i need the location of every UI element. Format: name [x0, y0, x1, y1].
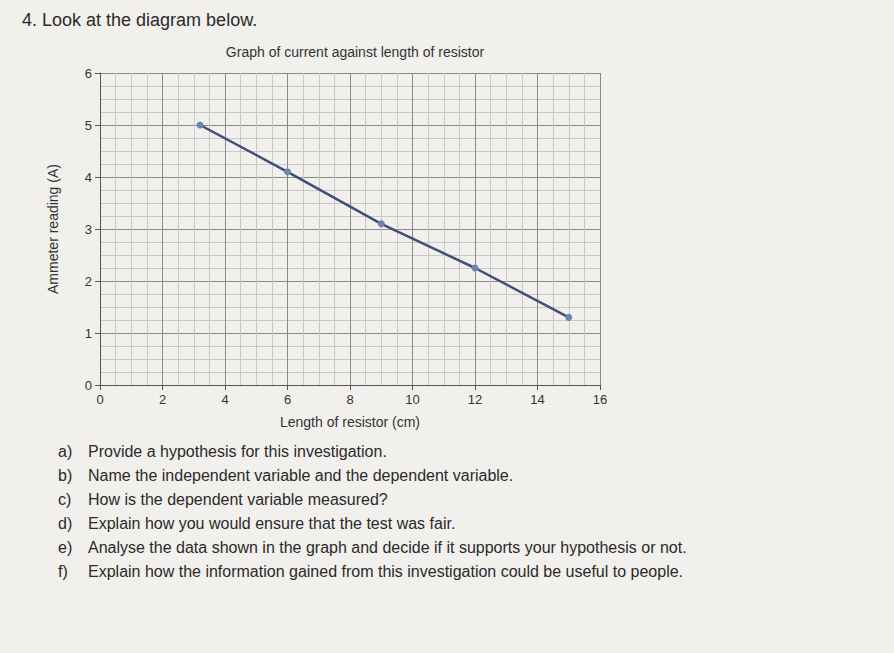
svg-text:0: 0	[96, 392, 103, 407]
svg-text:8: 8	[346, 392, 353, 407]
svg-text:10: 10	[405, 392, 419, 407]
html-text:b): b)	[58, 467, 73, 484]
html-text:c): c)	[58, 491, 72, 508]
html-text:Explain how the information ga: Explain how the information gained from …	[88, 563, 683, 580]
html-text:e): e)	[58, 539, 73, 556]
html-text:Explain how you would ensure t: Explain how you would ensure that the te…	[88, 515, 456, 532]
html-text:Analyse the data shown in the: Analyse the data shown in the graph and …	[88, 539, 687, 556]
html-text:4. Look at the diagram below.: 4. Look at the diagram below.	[22, 10, 258, 30]
svg-text:Ammeter reading (A): Ammeter reading (A)	[45, 164, 61, 294]
svg-text:Length of resistor (cm): Length of resistor (cm)	[280, 414, 420, 430]
svg-text:4: 4	[85, 170, 92, 185]
svg-text:14: 14	[530, 392, 544, 407]
svg-text:16: 16	[593, 392, 607, 407]
html-text:f): f)	[58, 563, 68, 580]
svg-text:12: 12	[468, 392, 482, 407]
svg-text:2: 2	[85, 274, 92, 289]
svg-text:6: 6	[284, 392, 291, 407]
svg-text:5: 5	[85, 118, 92, 133]
svg-text:4: 4	[221, 392, 228, 407]
html-text:Provide a hypothesis for this: Provide a hypothesis for this investigat…	[88, 443, 387, 460]
html-text:a): a)	[58, 443, 73, 460]
svg-text:1: 1	[85, 326, 92, 341]
svg-text:3: 3	[85, 222, 92, 237]
svg-text:6: 6	[85, 66, 92, 81]
html-text:How is the dependent variable: How is the dependent variable measured?	[88, 491, 388, 508]
svg-text:2: 2	[159, 392, 166, 407]
svg-text:Graph of current against lengt: Graph of current against length of resis…	[226, 44, 485, 60]
html-text:d): d)	[58, 515, 73, 532]
svg-text:0: 0	[85, 378, 92, 393]
html-text:Name the independent variable: Name the independent variable and the de…	[88, 467, 514, 484]
